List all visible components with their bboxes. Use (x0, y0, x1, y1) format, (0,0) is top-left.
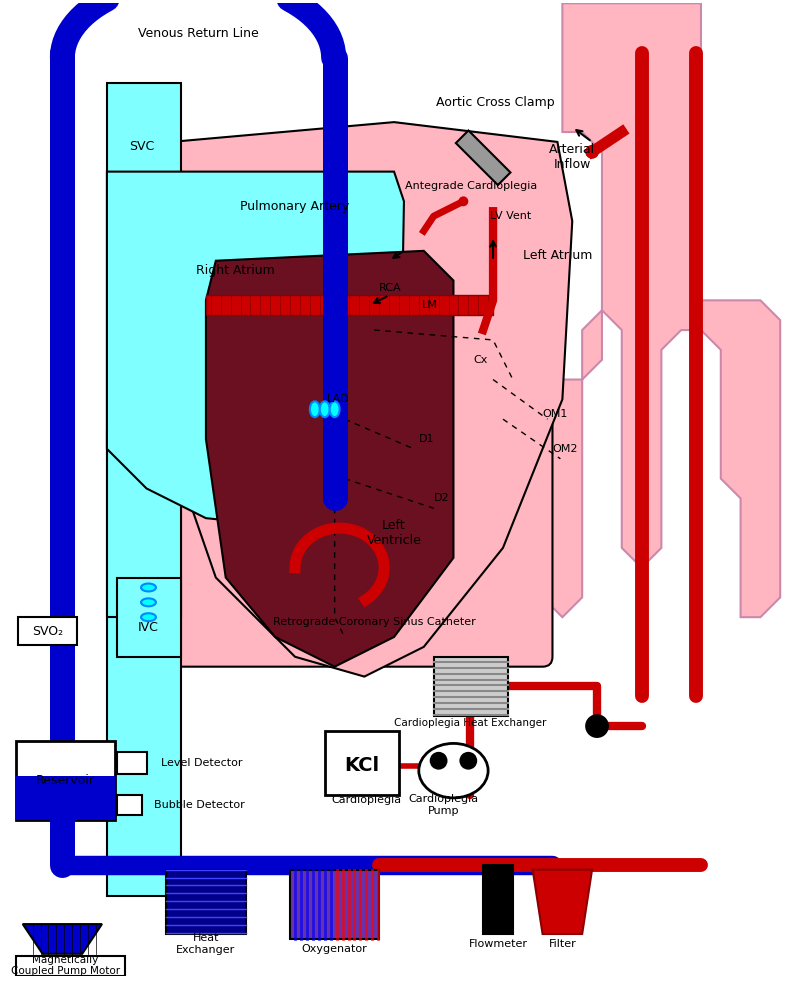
Circle shape (458, 196, 468, 206)
Text: LM: LM (422, 300, 438, 310)
Text: Retrograde Coronary Sinus Catheter: Retrograde Coronary Sinus Catheter (273, 617, 476, 627)
Polygon shape (117, 577, 181, 657)
Polygon shape (107, 82, 181, 617)
Text: Pulmonary Artery: Pulmonary Artery (241, 199, 350, 213)
Text: Arterial
Inflow: Arterial Inflow (550, 142, 595, 171)
Ellipse shape (141, 583, 156, 591)
Text: D1: D1 (419, 434, 434, 444)
Text: Reservoir: Reservoir (36, 774, 95, 787)
Text: Aortic Cross Clamp: Aortic Cross Clamp (436, 96, 554, 109)
Ellipse shape (310, 402, 320, 417)
Polygon shape (206, 296, 493, 315)
FancyBboxPatch shape (157, 162, 553, 667)
Ellipse shape (320, 402, 330, 417)
Polygon shape (107, 431, 181, 897)
Bar (166, 870, 246, 934)
Text: Filter: Filter (549, 939, 576, 949)
Text: Left Atrium: Left Atrium (522, 249, 592, 262)
Text: Magnetically
Coupled Pump Motor: Magnetically Coupled Pump Motor (10, 955, 120, 976)
Text: Bubble Detector: Bubble Detector (154, 800, 245, 810)
Text: OM1: OM1 (542, 409, 568, 419)
Text: D2: D2 (434, 493, 450, 504)
Text: Level Detector: Level Detector (162, 758, 243, 768)
Bar (434, 657, 508, 716)
Bar (16, 955, 125, 975)
Text: Heat
Exchanger: Heat Exchanger (176, 933, 235, 955)
Text: RCA: RCA (379, 284, 402, 294)
Ellipse shape (330, 402, 339, 417)
Circle shape (585, 145, 599, 159)
Bar (18, 617, 78, 645)
Polygon shape (542, 3, 780, 617)
Text: Flowmeter: Flowmeter (469, 939, 527, 949)
Bar (483, 865, 513, 934)
Bar (456, 131, 510, 185)
Circle shape (459, 752, 478, 770)
Text: IVC: IVC (138, 621, 159, 633)
Bar (117, 752, 146, 774)
Text: Left
Ventricle: Left Ventricle (366, 519, 422, 547)
Text: Cx: Cx (474, 355, 488, 364)
Bar (290, 870, 379, 939)
Text: Venous Return Line: Venous Return Line (138, 27, 258, 39)
Polygon shape (206, 250, 454, 667)
Bar (16, 776, 115, 820)
Bar (16, 741, 115, 820)
Bar (117, 795, 142, 815)
Text: Cardioplegia
Pump: Cardioplegia Pump (409, 794, 478, 816)
Polygon shape (162, 122, 572, 677)
Text: LAD: LAD (327, 395, 350, 405)
Text: Cardioplegia: Cardioplegia (332, 795, 402, 805)
Ellipse shape (141, 613, 156, 622)
Circle shape (585, 714, 609, 737)
Text: Oxygenator: Oxygenator (302, 944, 367, 954)
Text: SVC: SVC (129, 140, 154, 153)
Polygon shape (533, 870, 592, 934)
Text: SVO₂: SVO₂ (32, 625, 63, 637)
Circle shape (430, 752, 447, 770)
Text: LV Vent: LV Vent (490, 211, 531, 221)
Text: Cardioplegia Heat Exchanger: Cardioplegia Heat Exchanger (394, 718, 546, 728)
Polygon shape (107, 172, 404, 528)
Polygon shape (22, 924, 102, 954)
Text: Antegrade Cardioplegia: Antegrade Cardioplegia (405, 182, 538, 191)
Ellipse shape (141, 598, 156, 606)
Ellipse shape (419, 743, 488, 797)
Text: OM2: OM2 (553, 444, 578, 454)
Text: KCl: KCl (344, 756, 379, 775)
Bar (325, 731, 399, 795)
Text: Right Atrium: Right Atrium (196, 264, 275, 277)
